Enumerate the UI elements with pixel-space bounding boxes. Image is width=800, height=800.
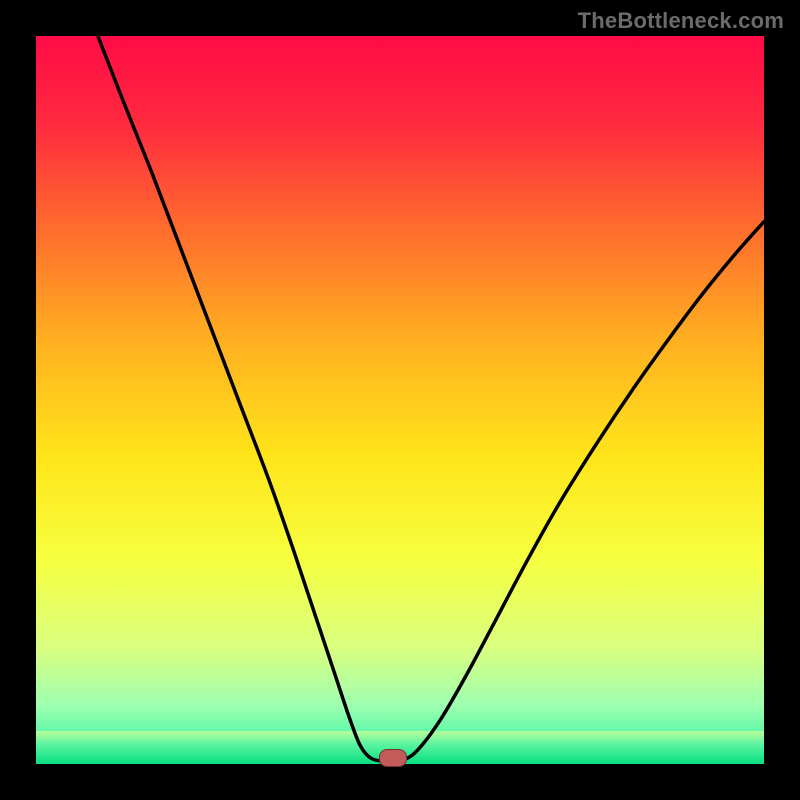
plot-area <box>36 36 764 764</box>
chart-root: TheBottleneck.com <box>0 0 800 800</box>
v-curve-path <box>98 36 764 761</box>
v-curve-svg <box>36 36 764 764</box>
optimal-point-marker <box>379 749 407 767</box>
watermark-text: TheBottleneck.com <box>578 8 784 34</box>
